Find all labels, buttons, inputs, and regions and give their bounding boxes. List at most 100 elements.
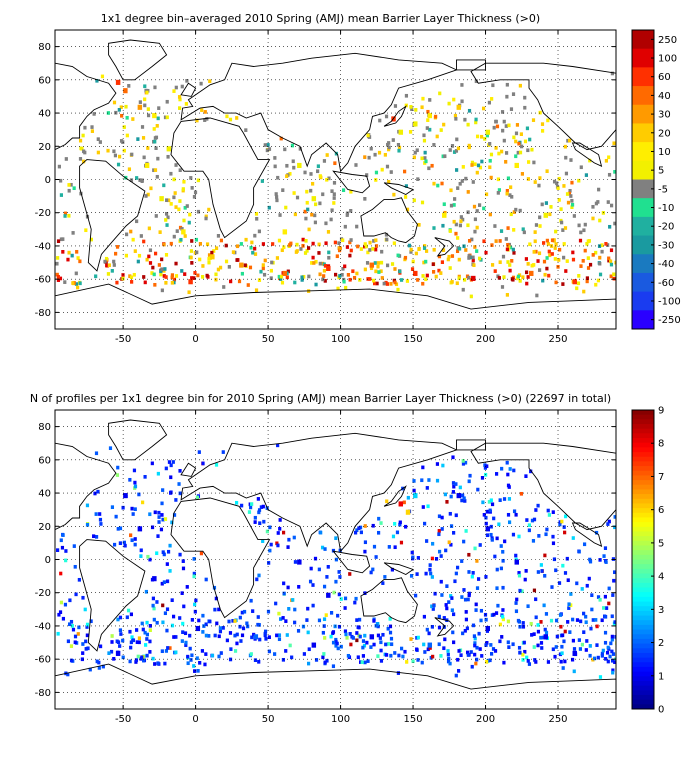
bin-cell bbox=[134, 658, 139, 662]
bin-cell bbox=[500, 110, 505, 114]
bin-cell bbox=[185, 585, 189, 589]
bin-cell bbox=[314, 202, 318, 207]
bin-cell bbox=[311, 181, 315, 186]
bin-cell bbox=[514, 553, 518, 558]
bin-cell bbox=[331, 640, 336, 645]
bin-cell bbox=[339, 644, 343, 649]
bin-cell bbox=[395, 530, 400, 535]
bin-cell bbox=[241, 626, 246, 631]
bin-cell bbox=[414, 593, 418, 598]
bin-cell bbox=[200, 649, 205, 653]
data-bin bbox=[123, 493, 128, 499]
bin-cell bbox=[518, 150, 523, 155]
bin-cell bbox=[293, 212, 297, 217]
data-bin bbox=[181, 229, 186, 235]
bin-cell bbox=[369, 146, 373, 151]
bin-cell bbox=[587, 576, 591, 581]
bin-cell bbox=[275, 256, 280, 260]
bin-cell bbox=[150, 525, 155, 530]
bin-cell bbox=[93, 491, 97, 496]
bin-cell bbox=[600, 249, 604, 254]
colorbar-label: 1 bbox=[658, 671, 664, 682]
bin-cell bbox=[270, 260, 274, 265]
bin-cell bbox=[536, 503, 540, 508]
bin-cell bbox=[399, 646, 404, 651]
bin-cell bbox=[524, 474, 528, 478]
bin-cell bbox=[178, 491, 182, 496]
bin-cell bbox=[338, 575, 342, 579]
bin-cell bbox=[432, 269, 436, 274]
bin-cell bbox=[423, 156, 427, 160]
bin-cell bbox=[500, 635, 504, 639]
bin-cell bbox=[535, 293, 539, 298]
bin-cell bbox=[584, 620, 588, 625]
bin-cell bbox=[548, 253, 552, 258]
bin-cell bbox=[603, 594, 607, 599]
data-bin bbox=[413, 493, 418, 499]
bin-cell bbox=[453, 113, 458, 118]
bin-cell bbox=[110, 634, 114, 638]
bin-cell bbox=[412, 479, 416, 483]
bin-cell bbox=[479, 618, 483, 623]
bin-cell bbox=[244, 237, 248, 242]
bin-cell bbox=[452, 484, 456, 489]
bin-cell bbox=[348, 253, 352, 258]
bin-cell bbox=[475, 657, 479, 662]
bin-cell bbox=[454, 513, 458, 518]
bin-cell bbox=[267, 205, 271, 210]
bin-cell bbox=[387, 141, 391, 145]
data-bin bbox=[456, 104, 462, 110]
bin-cell bbox=[382, 281, 386, 286]
bin-cell bbox=[301, 624, 306, 629]
bin-cell bbox=[530, 263, 534, 268]
bin-cell bbox=[118, 615, 123, 620]
bin-cell bbox=[128, 659, 132, 664]
bin-cell bbox=[422, 614, 426, 619]
bin-cell bbox=[322, 652, 326, 656]
bin-cell bbox=[298, 147, 302, 151]
bin-cell bbox=[555, 634, 559, 639]
bin-cell bbox=[122, 125, 126, 129]
bin-cell bbox=[171, 460, 175, 464]
bin-cell bbox=[540, 129, 545, 133]
colorbar-label: -250 bbox=[658, 315, 681, 326]
bin-cell bbox=[312, 261, 316, 265]
bin-cell bbox=[557, 258, 561, 262]
bin-cell bbox=[192, 571, 196, 576]
bin-cell bbox=[152, 272, 156, 277]
coastline bbox=[434, 617, 455, 637]
bin-cell bbox=[526, 262, 530, 266]
bin-cell bbox=[481, 500, 485, 505]
x-tick-label: 100 bbox=[331, 714, 350, 725]
bin-cell bbox=[260, 179, 264, 183]
bin-cell bbox=[488, 158, 492, 163]
coastline bbox=[170, 117, 271, 239]
bin-cell bbox=[455, 249, 460, 254]
bin-cell bbox=[507, 520, 512, 525]
bin-cell bbox=[83, 125, 87, 130]
bin-cell bbox=[527, 662, 532, 666]
bin-cell bbox=[271, 242, 275, 246]
bin-cell bbox=[133, 249, 137, 253]
bin-cell bbox=[402, 500, 406, 505]
bin-cell bbox=[497, 188, 501, 192]
x-tick-label: 0 bbox=[192, 714, 198, 725]
bin-cell bbox=[94, 451, 99, 456]
bin-cell bbox=[571, 638, 575, 643]
bin-cell bbox=[545, 169, 549, 174]
bin-cell bbox=[426, 109, 430, 114]
bin-cell bbox=[57, 612, 61, 617]
colorbar-swatch bbox=[632, 662, 654, 668]
bin-cell bbox=[439, 128, 443, 132]
bin-cell bbox=[311, 603, 315, 608]
bin-cell bbox=[461, 631, 465, 636]
colorbar-swatch bbox=[632, 104, 654, 124]
bin-cell bbox=[153, 136, 157, 140]
bin-cell bbox=[84, 647, 88, 651]
bin-cell bbox=[584, 173, 588, 177]
bin-cell bbox=[376, 654, 380, 658]
bin-cell bbox=[610, 634, 614, 639]
bin-cell bbox=[577, 638, 581, 642]
bin-cell bbox=[493, 649, 498, 653]
bin-cell bbox=[594, 530, 599, 535]
